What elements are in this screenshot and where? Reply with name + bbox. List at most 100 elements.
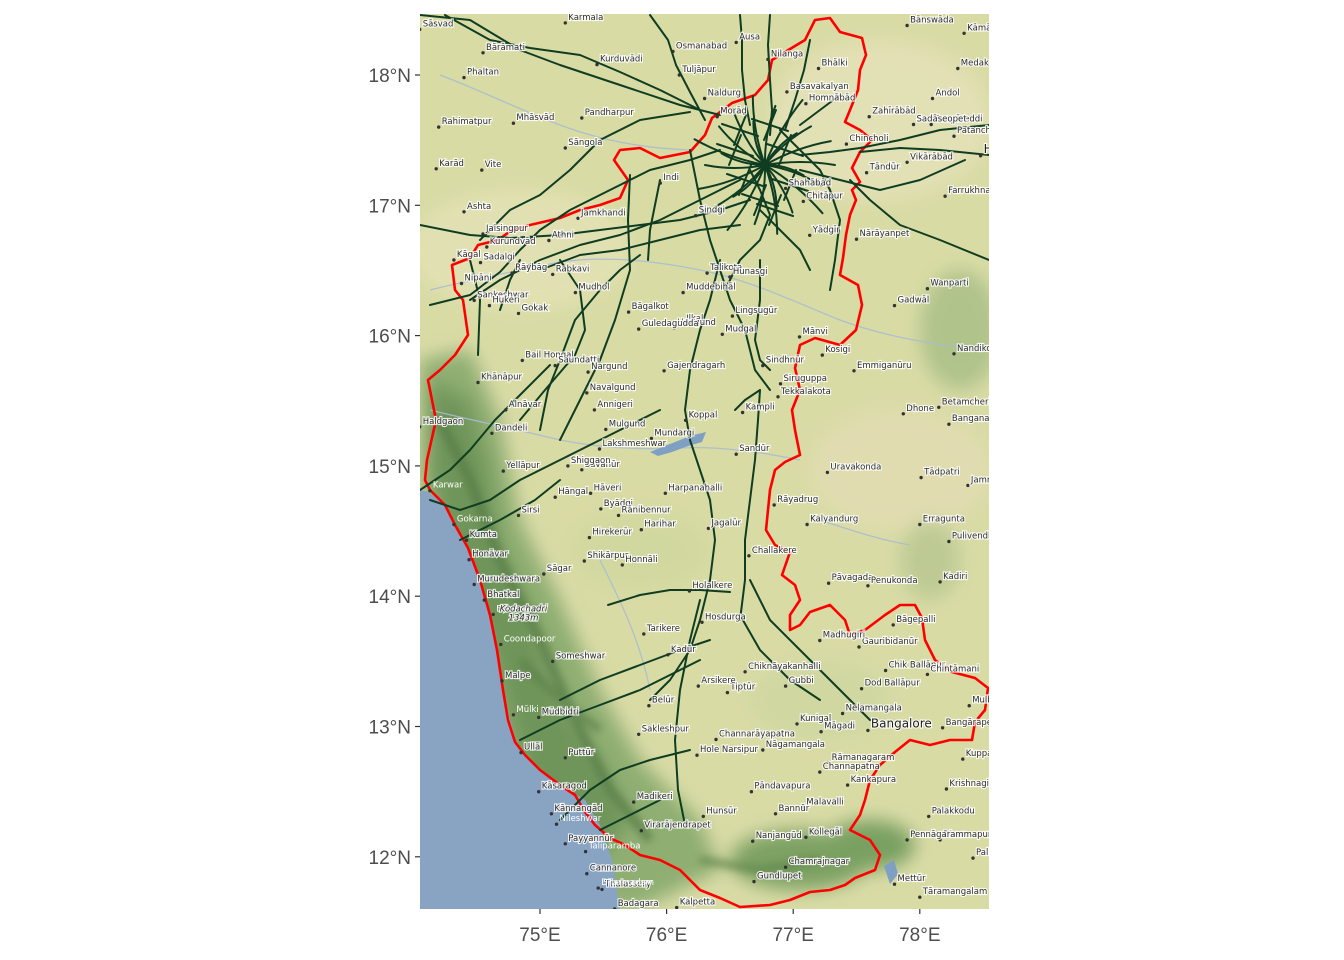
place-dot <box>938 580 942 584</box>
place-dot <box>472 298 476 303</box>
place-label: Sandūr <box>739 444 770 454</box>
place-label: Emmiganūru <box>857 361 912 371</box>
place-dot <box>891 623 895 627</box>
place-dot <box>547 238 551 243</box>
place-label: Jagalūr <box>710 518 741 528</box>
place-dot <box>952 134 956 138</box>
place-label: Vaniyambadi <box>1001 758 1056 768</box>
place-dot <box>620 563 624 567</box>
place-label: Jaisingpur <box>485 224 528 234</box>
place-dot <box>663 491 667 495</box>
place-dot <box>487 303 492 308</box>
place-dot <box>585 872 589 876</box>
place-dot <box>476 380 480 385</box>
place-dot <box>420 27 422 32</box>
place-dot <box>481 232 485 236</box>
place-dot <box>480 168 484 172</box>
place-label: Chitāpur <box>806 191 843 201</box>
place-dot <box>452 522 456 527</box>
y-tick-label: 12°N <box>369 848 411 869</box>
place-label: Tiptūr <box>729 683 755 693</box>
place-label: Malavalli <box>806 797 843 807</box>
place-label: Arsikere <box>701 676 736 686</box>
place-label: Tāndūr <box>869 163 901 173</box>
place-label: Annigeri <box>597 400 632 410</box>
road-segment <box>768 194 782 226</box>
place-label: Hosdurga <box>705 612 746 622</box>
place-dot <box>491 612 495 617</box>
place-label: Hāngal <box>558 487 588 497</box>
place-dot <box>482 598 486 602</box>
place-dot <box>626 310 631 314</box>
place-label: Rāybāg <box>515 263 547 273</box>
karnataka-state-border <box>423 16 989 909</box>
place-dot <box>992 677 995 680</box>
place-label: Kollegāl <box>809 827 842 837</box>
place-label: Kalyandurg <box>810 515 858 525</box>
place-label: Hunasgi <box>733 267 768 277</box>
place-label: Channarāyapatna <box>719 730 795 740</box>
place-label: Channapatna <box>823 762 880 772</box>
place-dot <box>639 528 643 532</box>
place-label: Sadalgi <box>484 253 515 263</box>
y-tick-label: 17°N <box>369 196 411 217</box>
place-label: Nargund <box>591 362 627 372</box>
place-label: Bārāmati <box>486 43 525 53</box>
place-label: Nanjangūd <box>756 831 802 841</box>
place-dot <box>818 638 822 643</box>
place-dot <box>967 704 971 708</box>
place-label: Sadāseopet <box>917 115 968 125</box>
place-dot <box>929 122 933 127</box>
place-dot <box>434 167 438 171</box>
place-dot <box>743 670 747 674</box>
place-label: Kānnangād <box>554 804 602 814</box>
place-dot <box>818 770 822 774</box>
place-dot <box>662 369 666 373</box>
place-label: Chik Ballāpur <box>889 661 946 671</box>
place-label: Hukeri <box>492 296 519 306</box>
place-dot <box>905 23 909 28</box>
place-label: Bhatkal <box>487 590 519 600</box>
place-dot <box>500 679 504 683</box>
place-dot <box>566 464 570 468</box>
place-label: Sankeshwar <box>477 290 529 300</box>
place-label: Cannanore <box>590 864 636 874</box>
place-dot <box>580 116 584 120</box>
place-dot <box>761 363 765 368</box>
place-dot <box>925 287 930 291</box>
place-dot <box>805 522 809 527</box>
place-dot <box>773 812 778 816</box>
place-dot <box>752 879 756 884</box>
place-label: Lakshmeshwar <box>603 439 667 449</box>
place-label: Saundatti <box>558 356 599 366</box>
place-label: Siruguppa <box>784 374 827 384</box>
place-dot <box>592 408 597 412</box>
place-label: Indi <box>663 173 679 183</box>
place-dot <box>681 322 685 326</box>
place-label: Nipāni <box>465 274 492 284</box>
place-label: Sindgi <box>699 206 725 216</box>
place-dot <box>563 842 567 846</box>
road-segment <box>764 163 805 177</box>
road-segment <box>764 164 779 235</box>
place-dot <box>937 405 941 409</box>
place-label: Māgadi <box>824 722 855 732</box>
place-label: Ilkal <box>686 314 703 324</box>
longitude-axis: 75°E 76°E 77°E 78°E <box>519 909 941 946</box>
place-dot <box>551 272 555 277</box>
place-dot <box>725 690 730 695</box>
place-label: Betamcherla <box>942 397 996 407</box>
place-label: Alnāvar <box>509 400 542 410</box>
place-dot <box>734 452 738 456</box>
place-label: Pāvagada <box>832 573 874 583</box>
place-dot <box>604 427 608 432</box>
place-markers <box>420 21 995 909</box>
place-dot <box>694 214 698 218</box>
place-label: Mūdbidri <box>542 707 579 717</box>
place-dot <box>597 447 602 451</box>
place-label: Mūlki <box>516 705 538 715</box>
place-dot <box>647 704 651 708</box>
place-label: Kankapura <box>851 775 897 785</box>
place-label: Chincholi <box>849 134 888 144</box>
place-dot <box>637 732 641 736</box>
